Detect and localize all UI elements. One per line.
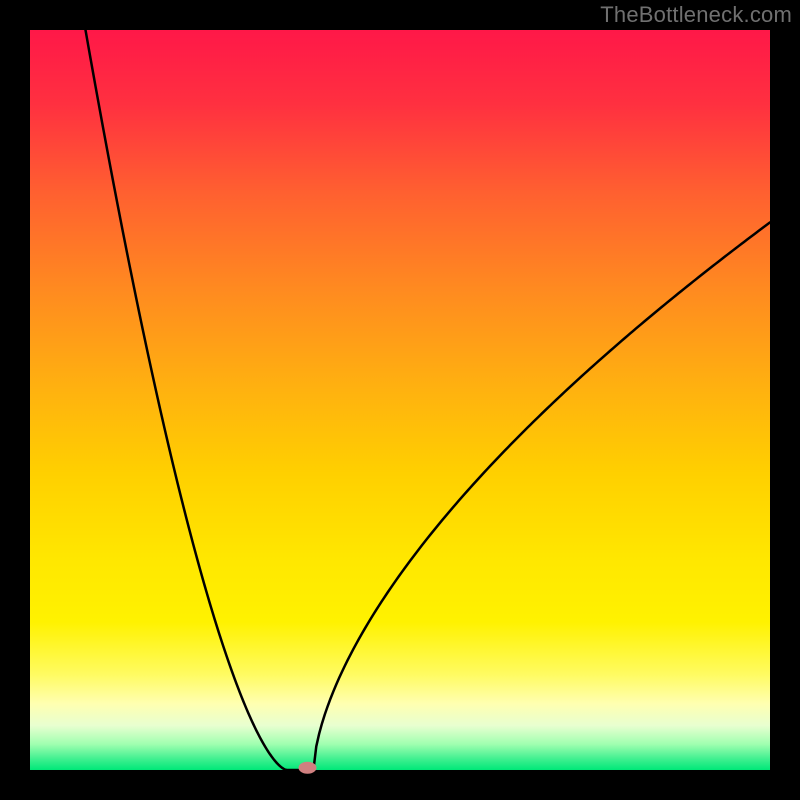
minimum-marker xyxy=(299,762,317,774)
chart-container: TheBottleneck.com xyxy=(0,0,800,800)
chart-svg xyxy=(0,0,800,800)
plot-background xyxy=(30,30,770,770)
watermark-text: TheBottleneck.com xyxy=(600,2,792,28)
